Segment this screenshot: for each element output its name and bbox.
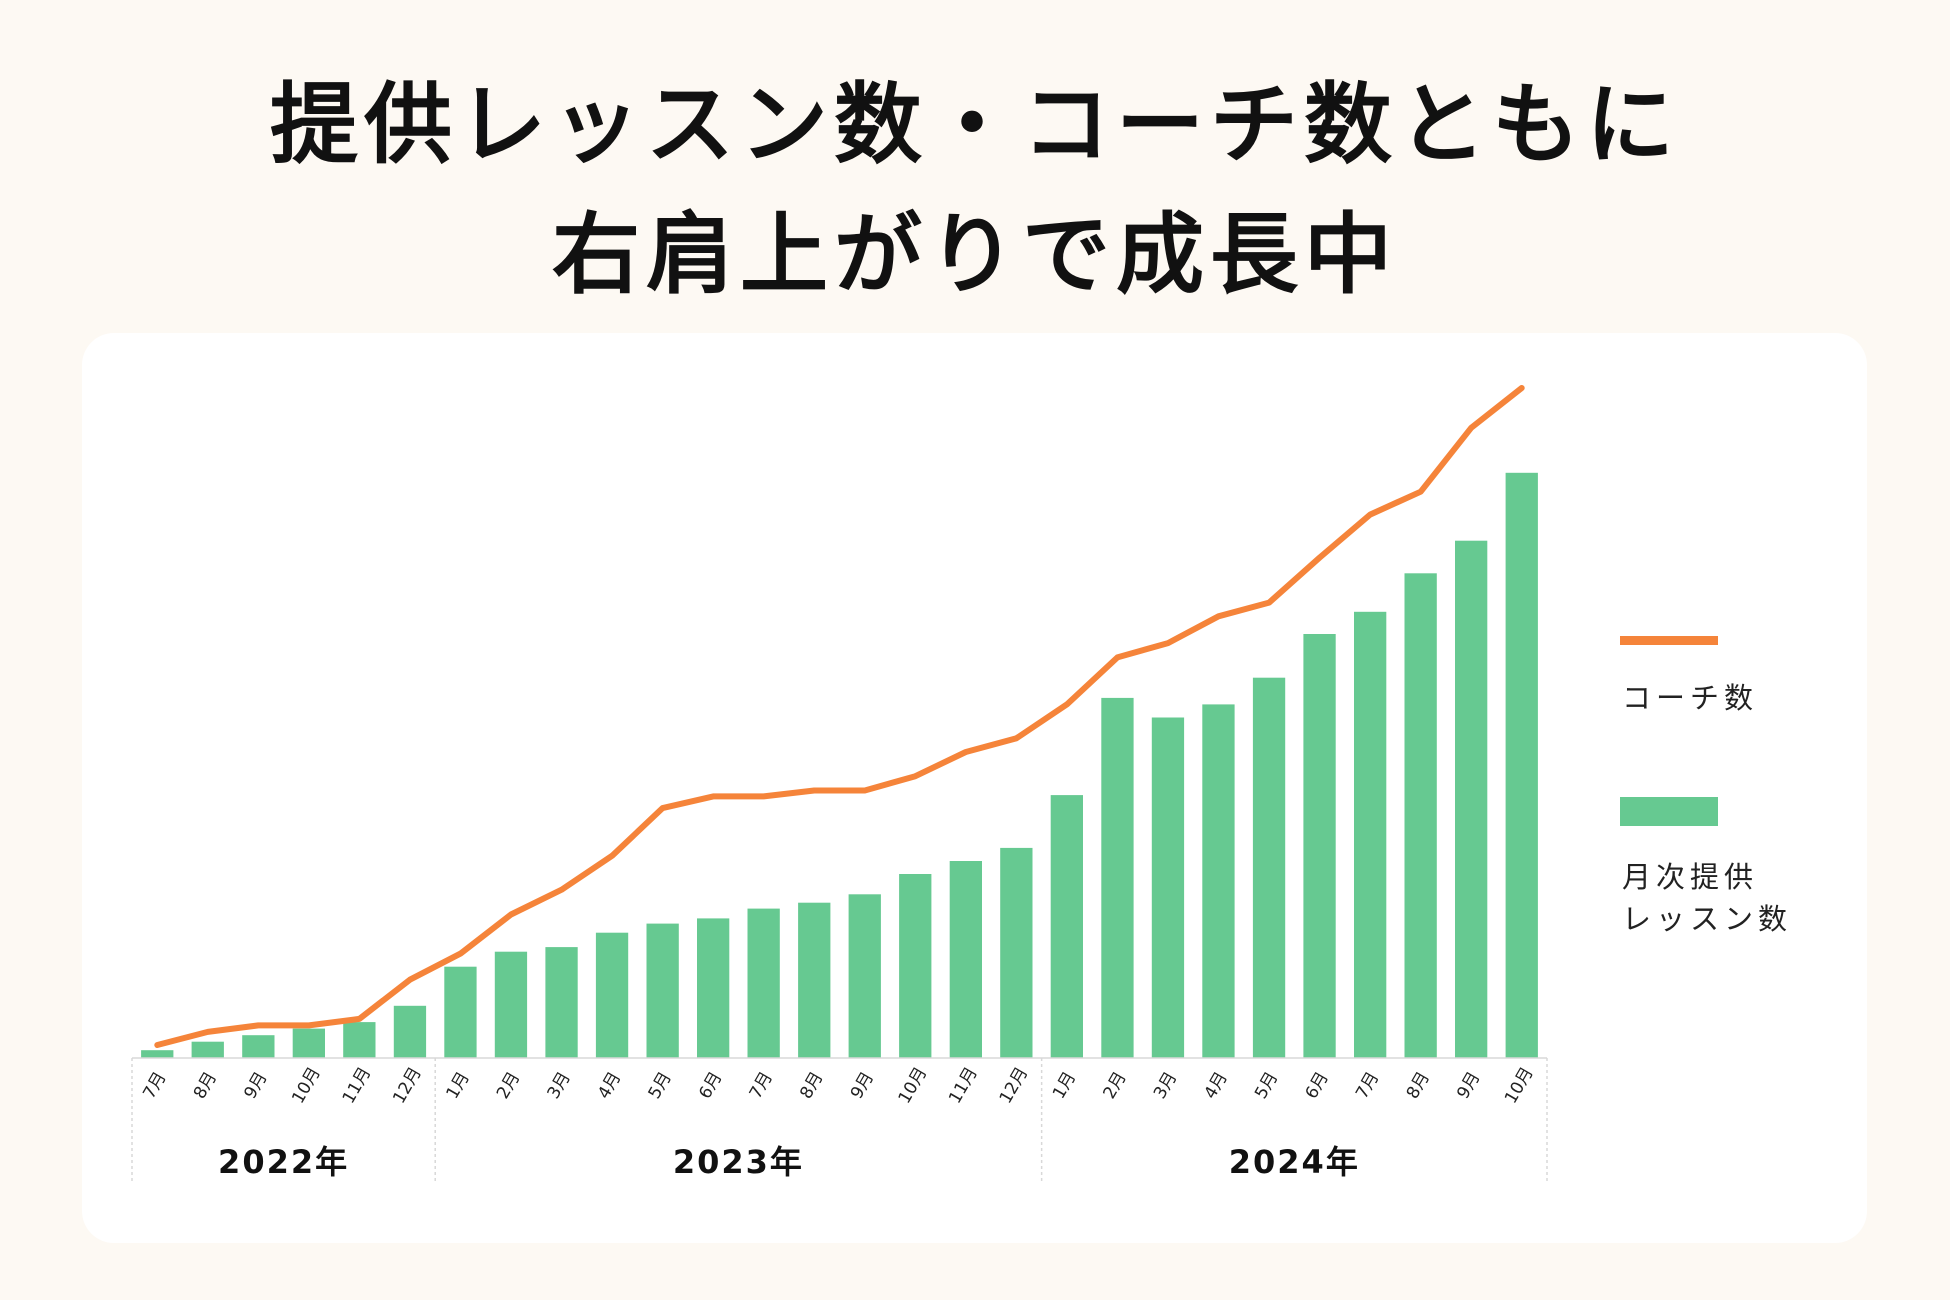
bar-5 — [343, 1022, 376, 1058]
bar-11 — [646, 923, 679, 1058]
combo-chart: 7月 8月 9月 10月 11月 12月 1月 2月 3月 4月 5月 6月 7月 8月 9月 10月 11月 1… — [131, 385, 1548, 1183]
bar-4 — [292, 1028, 325, 1058]
bar-3 — [242, 1035, 275, 1058]
bar-series — [141, 472, 1538, 1058]
bar-17 — [949, 861, 982, 1058]
bar-8 — [494, 951, 528, 1058]
year-label-3: 2024年 — [1229, 1143, 1360, 1181]
chart-card: 7月 8月 9月 10月 11月 12月 1月 2月 3月 4月 5月 6月 7月 8月 9月 10月 11月 1… — [82, 333, 1867, 1243]
month-label-22: 4月 — [1201, 1068, 1232, 1102]
month-label-1: 7月 — [139, 1068, 170, 1102]
bar-6 — [393, 1005, 427, 1058]
bar-1 — [141, 1050, 174, 1058]
chart-title: 提供レッスン数・コーチ数ともに 右肩上がりで成長中 — [0, 60, 1950, 320]
bar-22 — [1202, 704, 1235, 1058]
month-label-17: 11月 — [945, 1064, 982, 1107]
month-label-5: 11月 — [339, 1064, 376, 1107]
month-label-11: 5月 — [645, 1068, 676, 1102]
bar-9 — [545, 947, 578, 1058]
legend-label-monthly-lessons: 月次提供 レッスン数 — [1622, 860, 1793, 936]
legend-line-swatch — [1620, 636, 1718, 645]
month-label-21: 3月 — [1150, 1068, 1181, 1102]
bar-18 — [1000, 847, 1033, 1058]
month-label-9: 3月 — [544, 1068, 575, 1102]
chart-title-line-2: 右肩上がりで成長中 — [551, 203, 1398, 306]
bar-7 — [444, 966, 477, 1058]
month-label-14: 8月 — [796, 1068, 827, 1102]
line-series — [154, 385, 1525, 1048]
bar-21 — [1151, 717, 1185, 1058]
month-label-13: 7月 — [746, 1068, 777, 1102]
month-label-7: 1月 — [443, 1068, 474, 1102]
legend-bar-swatch — [1620, 797, 1718, 826]
bar-24 — [1303, 634, 1336, 1058]
month-label-24: 6月 — [1302, 1068, 1333, 1102]
coach-count-line — [154, 385, 1525, 1048]
bar-12 — [697, 918, 730, 1058]
bar-13 — [747, 908, 780, 1058]
bar-23 — [1252, 677, 1286, 1058]
month-label-19: 1月 — [1049, 1068, 1080, 1102]
month-label-10: 4月 — [594, 1068, 625, 1102]
bar-15 — [848, 894, 881, 1058]
chart-title-line-1: 提供レッスン数・コーチ数ともに — [269, 73, 1680, 176]
month-label-3: 9月 — [240, 1068, 271, 1102]
month-label-27: 9月 — [1453, 1068, 1484, 1102]
bar-27 — [1455, 540, 1488, 1058]
year-label-2: 2023年 — [673, 1143, 804, 1181]
month-tick-labels: 7月 8月 9月 10月 11月 12月 1月 2月 3月 4月 5月 6月 7月 8月 9月 10月 11月 1… — [139, 1064, 1537, 1107]
month-label-2: 8月 — [190, 1068, 221, 1102]
month-label-25: 7月 — [1352, 1068, 1383, 1102]
month-label-4: 10月 — [288, 1064, 325, 1107]
bar-16 — [899, 874, 932, 1058]
month-label-20: 2月 — [1099, 1068, 1130, 1102]
month-label-8: 2月 — [493, 1068, 524, 1102]
year-group-labels: 2022年 2023年 2024年 — [218, 1143, 1360, 1181]
month-label-18: 12月 — [996, 1064, 1033, 1107]
month-label-15: 9月 — [847, 1068, 878, 1102]
bar-26 — [1404, 573, 1437, 1058]
month-label-16: 10月 — [895, 1064, 932, 1107]
bar-28 — [1505, 472, 1538, 1058]
year-label-1: 2022年 — [218, 1143, 349, 1181]
bar-14 — [798, 902, 831, 1058]
month-label-28: 10月 — [1501, 1064, 1538, 1107]
legend-label-coach-count: コーチ数 — [1622, 681, 1759, 715]
bar-10 — [595, 932, 629, 1058]
bar-20 — [1101, 697, 1134, 1058]
bar-19 — [1050, 795, 1083, 1058]
month-label-12: 6月 — [695, 1068, 726, 1102]
month-label-6: 12月 — [389, 1064, 426, 1107]
month-label-23: 5月 — [1251, 1068, 1282, 1102]
month-label-26: 8月 — [1403, 1068, 1434, 1102]
bar-25 — [1354, 611, 1387, 1058]
bar-2 — [191, 1041, 224, 1058]
x-axis — [131, 1057, 1548, 1183]
